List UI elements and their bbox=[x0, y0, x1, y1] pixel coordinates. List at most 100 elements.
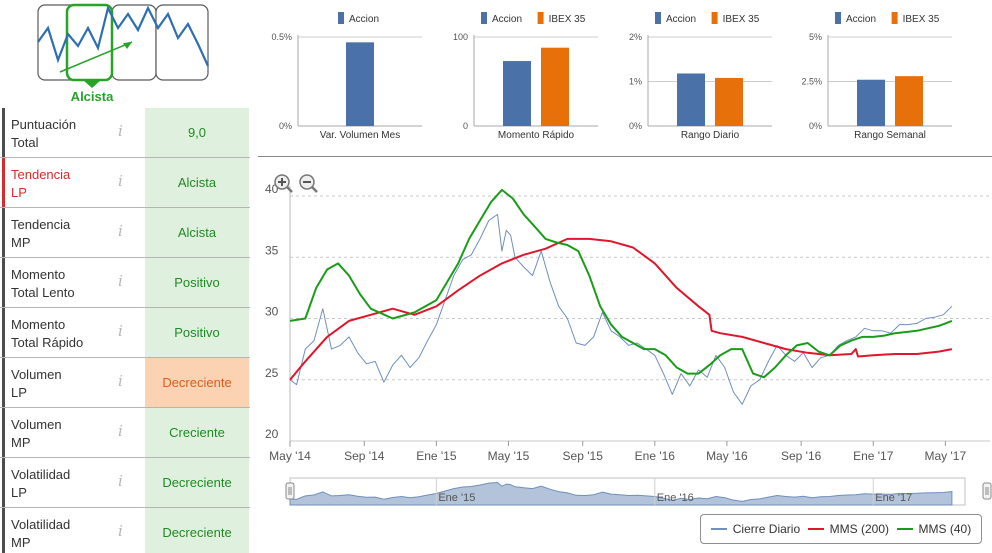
y-tick-label: 100 bbox=[453, 32, 468, 42]
legend-label: Accion bbox=[349, 14, 379, 25]
legend-item[interactable]: MMS (200) bbox=[807, 522, 889, 536]
legend-swatch bbox=[481, 12, 487, 24]
score-value: Decreciente bbox=[145, 458, 249, 507]
score-label: Tendencia LP bbox=[2, 158, 145, 207]
info-icon[interactable]: i bbox=[118, 122, 123, 140]
score-label-line2: MP bbox=[11, 435, 31, 450]
signal-frame-4 bbox=[155, 4, 209, 81]
mini-chart-rango-semanal: Accion IBEX 35 5% 2.5% 0% Rango Semanal bbox=[801, 12, 952, 141]
score-label-line2: MP bbox=[11, 535, 31, 550]
series-mms-40[interactable] bbox=[289, 188, 953, 379]
info-icon[interactable]: i bbox=[118, 272, 123, 290]
info-icon[interactable]: i bbox=[118, 322, 123, 340]
score-label: Puntuación Total bbox=[2, 108, 145, 157]
score-value: Positivo bbox=[145, 258, 249, 307]
score-value: Decreciente bbox=[145, 508, 249, 553]
legend-item[interactable]: MMS (40) bbox=[896, 522, 972, 536]
score-label-line1: Momento bbox=[11, 267, 66, 282]
score-label-line2: Total bbox=[11, 135, 39, 150]
info-icon[interactable]: i bbox=[118, 372, 123, 390]
trend-signal-graphic bbox=[37, 3, 210, 88]
bar-accion[interactable] bbox=[503, 61, 531, 126]
series-cierre-diario[interactable] bbox=[289, 213, 953, 405]
signal-pointer-icon bbox=[83, 80, 101, 88]
score-label: Momento Total Lento bbox=[2, 258, 145, 307]
y-tick-label: 0 bbox=[463, 121, 468, 131]
info-icon[interactable]: i bbox=[118, 522, 123, 540]
legend-label: IBEX 35 bbox=[903, 14, 940, 25]
score-label: Volumen LP bbox=[2, 358, 145, 407]
navigator-series bbox=[289, 481, 953, 506]
score-value: Decreciente bbox=[145, 358, 249, 407]
score-label-line2: Total Lento bbox=[11, 285, 75, 300]
signal-trend-arrow-line bbox=[59, 41, 133, 73]
y-tick-label: 0% bbox=[629, 121, 642, 131]
score-label-line1: Volumen bbox=[11, 367, 62, 382]
x-tick-label: Ene '15 bbox=[416, 449, 457, 463]
legend-swatch bbox=[655, 12, 661, 24]
x-axis-label: Var. Volumen Mes bbox=[320, 130, 400, 141]
legend-line-icon bbox=[896, 528, 913, 530]
navigator-left-handle[interactable] bbox=[285, 482, 295, 500]
info-icon[interactable]: i bbox=[118, 422, 123, 440]
x-tick-label: Sep '14 bbox=[344, 449, 385, 463]
series-mms-200[interactable] bbox=[289, 237, 953, 381]
signal-trend-arrow-icon bbox=[123, 42, 132, 49]
score-label: Volatilidad LP bbox=[2, 458, 145, 507]
mini-chart-rango-diario: Accion IBEX 35 2% 1% 0% Rango Diario bbox=[629, 12, 772, 141]
y-tick-label: 1% bbox=[629, 77, 642, 87]
bar-ibex-35[interactable] bbox=[895, 76, 923, 126]
score-table: Puntuación Total i 9,0 Tendencia LP i Alcista Te… bbox=[0, 108, 250, 553]
y-tick-label: 0% bbox=[809, 121, 822, 131]
y-tick-label: 25 bbox=[265, 366, 279, 380]
legend-label: MMS (40) bbox=[918, 522, 972, 536]
x-tick-label: Ene '16 bbox=[635, 449, 676, 463]
bar-accion[interactable] bbox=[346, 42, 374, 127]
score-label-line1: Volumen bbox=[11, 417, 62, 432]
x-tick-label: May '17 bbox=[925, 449, 967, 463]
navigator-tick-label: Ene '15 bbox=[438, 492, 475, 504]
bar-accion[interactable] bbox=[857, 79, 885, 126]
score-label-line2: Total Rápido bbox=[11, 335, 84, 350]
chart-legend: Cierre Diario MMS (200) MMS (40) bbox=[700, 514, 982, 544]
legend-swatch bbox=[711, 12, 718, 24]
legend-swatch bbox=[338, 12, 344, 24]
legend-label: MMS (200) bbox=[829, 522, 889, 536]
section-divider bbox=[258, 156, 992, 157]
navigator-tick-label: Ene '16 bbox=[657, 492, 694, 504]
y-tick-label: 2% bbox=[629, 32, 642, 42]
legend-line-icon bbox=[807, 528, 824, 530]
legend-line-icon bbox=[710, 528, 727, 530]
bar-ibex-35[interactable] bbox=[541, 47, 569, 126]
x-tick-label: May '15 bbox=[488, 449, 530, 463]
y-tick-label: 2.5% bbox=[801, 77, 822, 87]
score-value: Creciente bbox=[145, 408, 249, 457]
y-tick-label: 0.5% bbox=[271, 32, 292, 42]
x-axis-label: Momento Rápido bbox=[498, 130, 575, 141]
score-row: Volatilidad MP i Decreciente bbox=[0, 508, 250, 553]
y-tick-label: 30 bbox=[265, 305, 279, 319]
legend-swatch bbox=[537, 12, 544, 24]
navigator-tick-label: Ene '17 bbox=[875, 492, 912, 504]
signal-frame-3 bbox=[111, 4, 157, 81]
info-icon[interactable]: i bbox=[118, 472, 123, 490]
bar-accion[interactable] bbox=[677, 73, 705, 126]
x-axis-label: Rango Diario bbox=[681, 130, 740, 141]
score-row: Momento Total Rápido i Positivo bbox=[0, 308, 250, 358]
trend-signal-logo: Alcista bbox=[0, 0, 250, 108]
x-tick-label: Ene '17 bbox=[853, 449, 894, 463]
y-tick-label: 20 bbox=[265, 427, 279, 441]
score-row: Puntuación Total i 9,0 bbox=[0, 108, 250, 158]
info-icon[interactable]: i bbox=[118, 222, 123, 240]
legend-label: IBEX 35 bbox=[723, 14, 760, 25]
zoom-out-icon[interactable] bbox=[299, 174, 318, 193]
zoom-in-icon[interactable] bbox=[274, 174, 293, 193]
score-label-line1: Momento bbox=[11, 317, 66, 332]
bar-ibex-35[interactable] bbox=[715, 77, 743, 126]
score-value: Alcista bbox=[145, 158, 249, 207]
legend-label: Accion bbox=[492, 14, 522, 25]
info-icon[interactable]: i bbox=[118, 172, 123, 190]
legend-item[interactable]: Cierre Diario bbox=[710, 522, 800, 536]
navigator-right-handle[interactable] bbox=[982, 482, 992, 500]
